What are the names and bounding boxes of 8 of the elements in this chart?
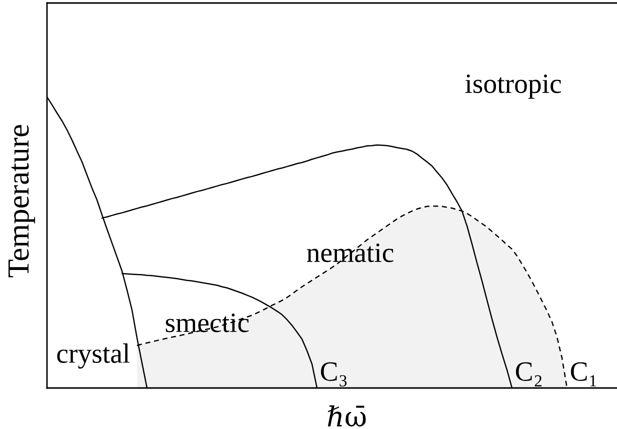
y-axis-title: Temperature	[8, 124, 36, 278]
x-axis-title: ℏω̄	[328, 405, 366, 427]
series-label: C₃	[320, 362, 347, 386]
series-label: C₁	[570, 362, 596, 386]
series-label: C₂	[516, 362, 542, 386]
annotation: nematic	[306, 243, 394, 262]
annotation: crystal	[57, 343, 130, 369]
annotation: isotropic	[465, 74, 562, 99]
